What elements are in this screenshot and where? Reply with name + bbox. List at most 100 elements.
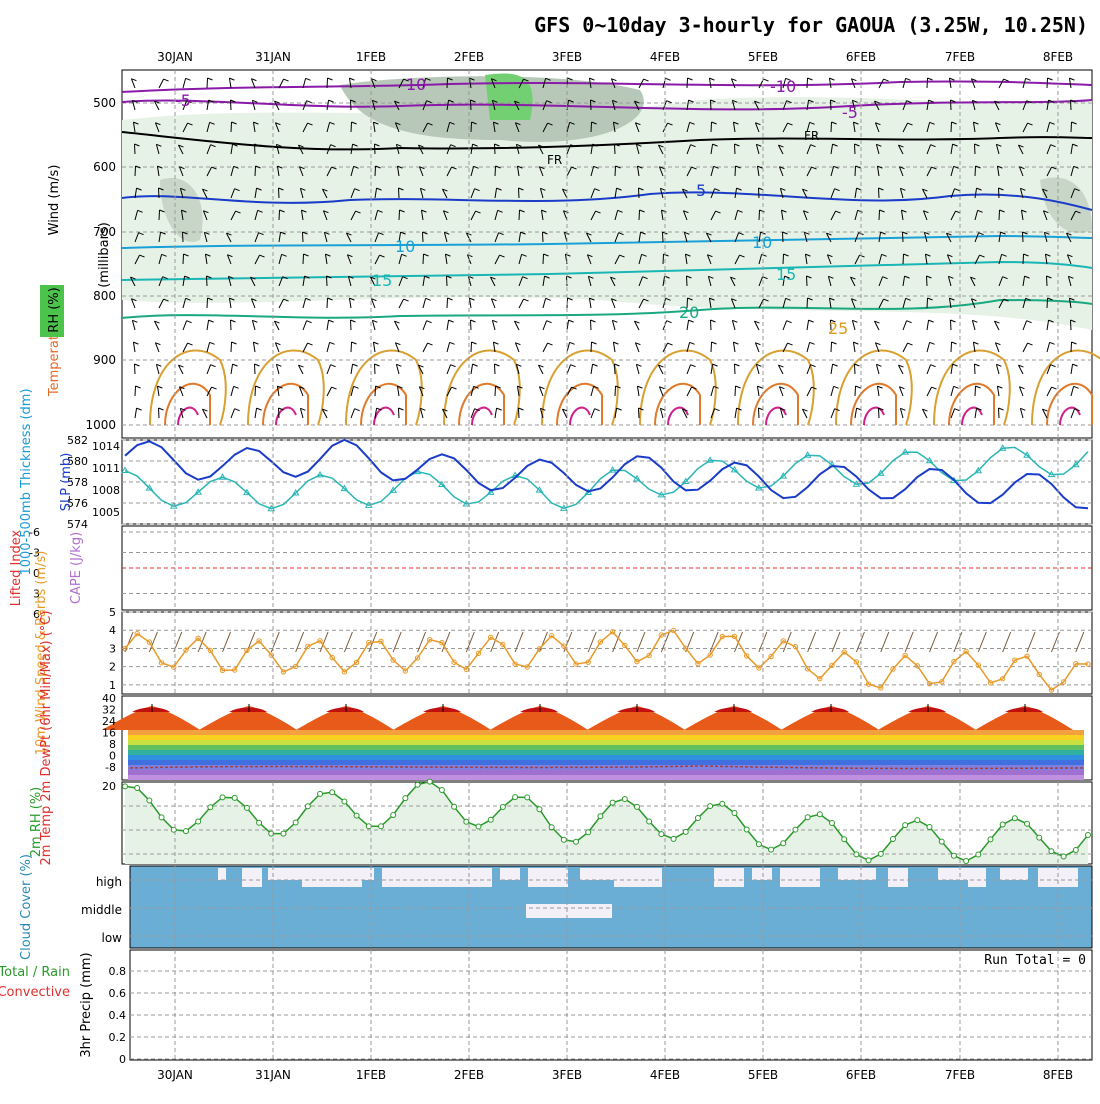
wind-barb-flag [398,407,404,411]
wind-barb [251,320,256,331]
slp-marker [291,489,300,496]
wind-barb [518,276,524,287]
wind-barb-flag [979,254,985,258]
wind-barb-flag [516,143,522,147]
wind-barb-flag [854,143,860,147]
wind-barb [206,100,210,111]
wind-marker [853,659,860,665]
wind-barb [754,342,760,353]
surface-wind-barb [148,631,158,653]
wind-barb-flag [922,188,928,192]
wind-barb-flag [998,187,1004,191]
wind-barb-flag [951,121,957,125]
wind-barb-flag [946,232,952,236]
wind-barb [875,144,880,155]
wind-barb [926,166,932,177]
wind-barb [830,408,836,419]
precip-tick: 0.8 [109,965,127,978]
wind-barb [134,188,138,199]
wind-barb [134,165,137,177]
wind-barb-flag [499,254,505,258]
wind-barb-flag [780,187,786,191]
wind-barb-flag [1072,143,1078,147]
wind-barb [350,166,355,177]
wind-barb-flag [397,165,403,169]
wind-barb-flag [232,363,238,367]
rh-marker [122,783,128,790]
wind-barb [590,408,596,419]
precip-label-conv: Convective [0,985,70,1000]
wind-barb-flag [851,78,857,82]
wind-barb-flag [540,407,546,411]
rh-marker [816,811,823,818]
wind-barb-flag [691,166,697,170]
wind-barb [349,319,352,331]
wind-barb [130,276,136,287]
wind-barb-flag [418,144,424,148]
contour-35-loop [471,406,493,426]
rh-marker [1048,848,1055,855]
wind-barb [806,122,811,133]
wind-barb-flag [155,122,161,126]
wind-barb [130,78,136,89]
wind-barb-flag [1071,341,1077,345]
wind-barb-flag [563,210,569,214]
surface-wind-barb [490,631,500,653]
wind-marker [1012,657,1018,663]
wind-marker [1085,661,1091,667]
wind-barb [898,166,904,177]
rh-marker [926,823,933,830]
wind-barb-flag [785,77,791,81]
wind-barb [254,408,258,419]
wind-barb [662,298,667,309]
wind-barb-flag [806,275,812,279]
wind-barb-flag [493,121,499,125]
wind-barb [614,408,618,419]
wind-barb-flag [1050,144,1056,148]
wind-barb [446,320,450,331]
wind-barb-flag [1048,319,1054,323]
wind-marker [646,652,652,659]
rh-marker [341,798,348,805]
wind-barb [326,77,329,89]
wind-barb-flag [714,408,720,412]
contour-label: 10 [752,233,772,252]
precip-tick: 0.2 [109,1031,127,1044]
wind-barb [302,342,308,353]
wind-barb-flag [687,77,693,81]
wind-marker [475,650,482,657]
wind-barb-flag [754,100,760,104]
wind-barb-flag [874,320,880,324]
wind-barb [756,166,760,177]
wind-barb-flag [187,342,193,346]
wind-barb [686,77,689,89]
wind-barb [276,386,280,397]
wind-barb-flag [902,231,908,235]
wind-barb-flag [998,407,1004,411]
wind-barb [902,320,908,331]
wind-barb [326,144,332,155]
wind-barb [850,276,856,287]
wind-barb [634,320,640,331]
wind-barb [228,78,232,89]
wind-marker [536,646,543,652]
wind-barb-flag [420,187,426,191]
rh-marker [560,836,567,843]
wind-marker [878,685,884,691]
wind-barb [539,408,544,419]
slp-marker [535,486,544,493]
wind-barb-flag [1027,122,1033,126]
wind-barb [278,78,284,89]
wind-barb [757,407,760,419]
wind-barb-flag [686,275,692,279]
precip-label-total: Total / Rain [0,965,70,980]
wind-barb-flag [739,254,745,258]
slp-marker [608,466,617,473]
wind-barb [154,342,160,353]
wind-barb [827,276,832,287]
wind-barb [755,144,760,155]
wind-barb [372,342,376,353]
wind-barb-flag [157,165,163,169]
